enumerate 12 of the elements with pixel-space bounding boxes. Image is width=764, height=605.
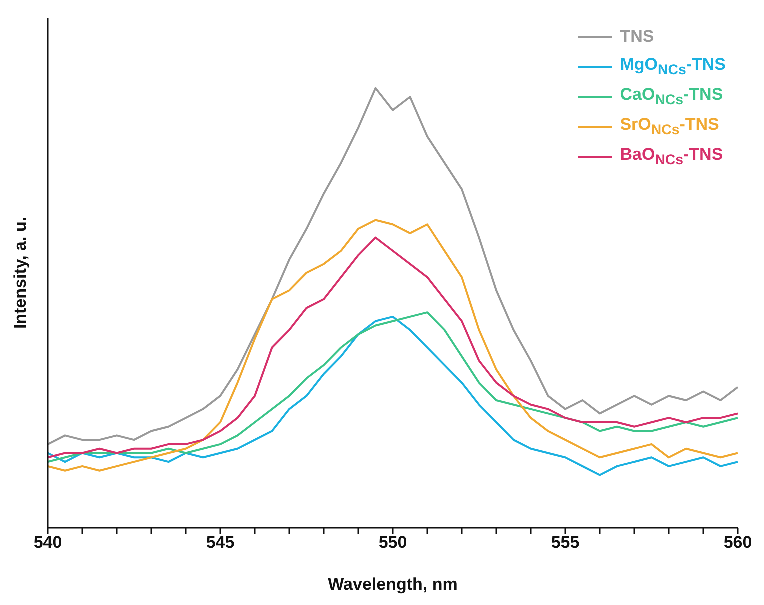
legend-label: CaO$_{NCs}$-TNS [620, 85, 724, 109]
x-tick-label: 555 [551, 533, 580, 552]
y-axis-title: Intensity, a. u. [11, 216, 30, 330]
legend-label: SrO$_{NCs}$-TNS [620, 115, 720, 139]
x-tick-label: 550 [378, 533, 408, 552]
x-tick-label: 545 [206, 533, 235, 552]
x-tick-label: 540 [34, 533, 62, 552]
legend-label: TNS [620, 27, 654, 47]
legend-label: MgO$_{NCs}$-TNS [620, 55, 726, 79]
x-axis-title: Wavelength, nm [328, 575, 458, 594]
legend-label: BaO$_{NCs}$-TNS [620, 145, 724, 169]
x-tick-label: 560 [724, 533, 752, 552]
